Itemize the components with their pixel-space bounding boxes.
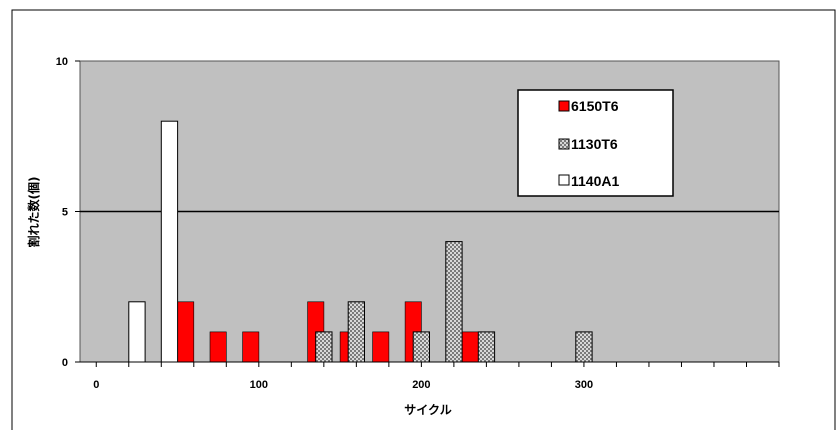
bar-6150t6-175 bbox=[372, 331, 390, 363]
bar-1140a1-45 bbox=[160, 120, 179, 363]
legend-label-1130t6: 1130T6 bbox=[571, 136, 618, 152]
bar-1130t6-220 bbox=[445, 241, 463, 363]
bar-1140a1-25 bbox=[128, 301, 146, 363]
legend-box bbox=[517, 89, 674, 197]
legend: 6150T6 1130T6 1140A1 bbox=[517, 89, 674, 197]
x-tick-label: 100 bbox=[250, 379, 268, 391]
x-tick-label: 300 bbox=[575, 379, 593, 391]
bar-1130t6-140 bbox=[315, 331, 333, 363]
legend-swatch-1130t6 bbox=[558, 138, 570, 150]
y-axis-title: 割れた数(個) bbox=[26, 177, 41, 248]
x-axis-ticks: 0 100 200 300 bbox=[93, 362, 780, 391]
bar-1130t6-300 bbox=[575, 331, 593, 363]
bar-6150t6-95 bbox=[242, 331, 260, 363]
x-tick-label: 200 bbox=[412, 379, 430, 391]
y-tick-label: 5 bbox=[62, 207, 68, 219]
bars bbox=[128, 120, 593, 363]
y-axis-ticks: 0 5 10 bbox=[56, 56, 80, 369]
y-tick-label: 10 bbox=[56, 56, 68, 68]
y-tick-label: 0 bbox=[62, 357, 68, 369]
legend-swatch-6150t6 bbox=[558, 100, 570, 112]
bar-6150t6-230 bbox=[461, 331, 479, 363]
bar-6150t6-55 bbox=[177, 301, 195, 363]
legend-label-1140a1: 1140A1 bbox=[571, 173, 619, 189]
legend-label-6150t6: 6150T6 bbox=[571, 98, 619, 114]
bar-1130t6-160 bbox=[347, 301, 366, 363]
x-tick-label: 0 bbox=[93, 379, 99, 391]
bar-6150t6-75 bbox=[209, 331, 227, 363]
x-axis-title: サイクル bbox=[404, 403, 451, 417]
bar-1130t6-200 bbox=[412, 331, 431, 363]
legend-swatch-1140a1 bbox=[558, 174, 570, 186]
bar-1130t6-240 bbox=[477, 331, 496, 363]
